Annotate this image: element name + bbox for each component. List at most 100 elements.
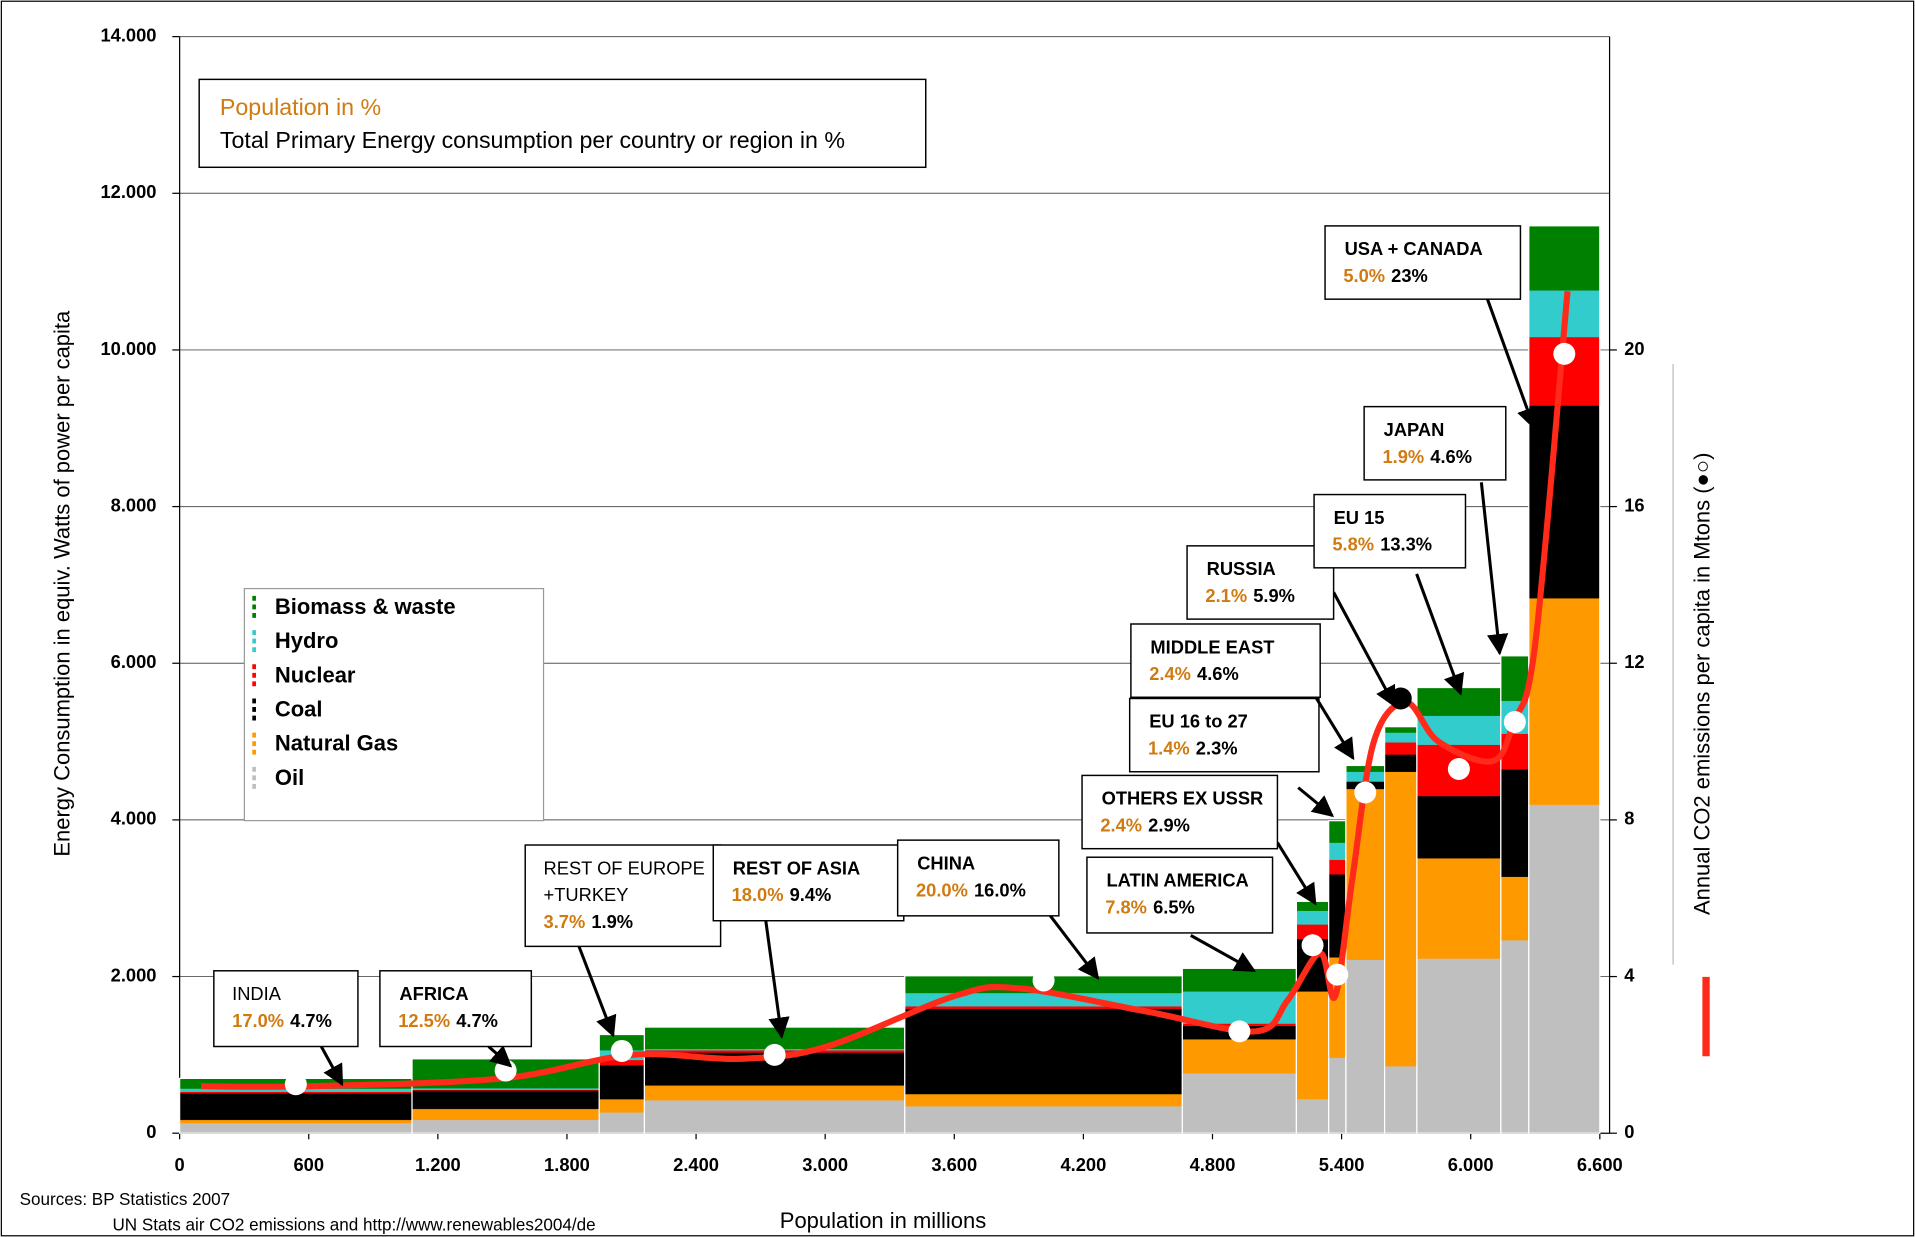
population-share: 5.8% (1332, 534, 1374, 555)
x-tick-label: 3.600 (931, 1154, 977, 1175)
annotation-box (1363, 405, 1507, 481)
x-tick-label: 2.400 (673, 1154, 719, 1175)
bar-segment (411, 1087, 600, 1090)
bar-segment (1296, 991, 1329, 1100)
region-name: CHINA (917, 852, 975, 873)
y2-tick-label: 4 (1624, 964, 1635, 985)
region-name: INDIA (232, 983, 282, 1004)
population-share: 2.1% (1205, 585, 1247, 606)
bar-segment (411, 1119, 600, 1134)
legend-box (243, 587, 545, 822)
header-box (198, 78, 927, 169)
region-annotation: CHINA 20.0% 16.0% (896, 839, 1100, 980)
co2-point (1503, 711, 1526, 733)
annotation-box (896, 839, 1060, 917)
bar-segment (599, 1098, 645, 1113)
y-axis-label: Energy Consumption in equiv. Watts of po… (49, 310, 74, 857)
energy-share: 9.4% (790, 884, 832, 905)
bar-segment (1416, 795, 1502, 859)
energy-share: 4.6% (1430, 446, 1472, 467)
co2-point (1301, 934, 1324, 957)
bar-segment (1384, 726, 1418, 733)
population-share: 12.5% (398, 1010, 450, 1031)
annotation-arrow (1297, 786, 1335, 818)
energy-share: 13.3% (1380, 534, 1432, 555)
region-name: OTHERS EX USSR (1102, 788, 1264, 809)
bar-segment (1328, 859, 1347, 875)
x-tick-label: 0 (175, 1154, 185, 1175)
bar-segment (1384, 1066, 1418, 1134)
region-annotation: MIDDLE EAST 2.4% 4.6% (1130, 623, 1355, 761)
population-share: 1.9% (1382, 446, 1424, 467)
y-tick-label: 12.000 (100, 181, 156, 202)
annotation-arrow (1049, 914, 1100, 980)
population-share: 5.0% (1343, 265, 1385, 286)
x-tick-label: 4.200 (1060, 1154, 1106, 1175)
bar-segment (1328, 842, 1347, 861)
x-tick-label: 600 (293, 1154, 324, 1175)
population-share: 7.8% (1105, 896, 1147, 917)
bar-segment (1528, 225, 1600, 291)
source-line: UN Stats air CO2 emissions and http://ww… (112, 1216, 595, 1235)
x-tick-label: 5.400 (1319, 1154, 1365, 1175)
energy-share: 1.9% (591, 911, 633, 932)
legend-label: Natural Gas (275, 731, 398, 756)
annotation-box (1186, 545, 1335, 620)
y-tick-label: 14.000 (100, 24, 156, 45)
x-tick-label: 6.000 (1448, 1154, 1494, 1175)
annotation-arrow (1189, 934, 1257, 973)
y2-axis-label: Annual CO2 emissions per capita in Mtons… (1689, 453, 1714, 915)
annotation-box (1130, 623, 1321, 698)
annotation-arrow (1415, 573, 1465, 696)
bar-segment (1528, 804, 1600, 1134)
population-share: 2.4% (1149, 663, 1191, 684)
bar-segment (1328, 1057, 1347, 1134)
population-share: 20.0% (916, 879, 968, 900)
energy-share: 4.6% (1197, 663, 1239, 684)
co2-point (610, 1039, 633, 1062)
population-share: 17.0% (232, 1010, 284, 1031)
bar-segment (411, 1090, 600, 1110)
annotation-box (379, 970, 533, 1048)
co2-point (1032, 969, 1055, 992)
energy-share: 16.0% (974, 879, 1026, 900)
region-name: USA + CANADA (1345, 238, 1483, 259)
annotation-arrow (764, 920, 790, 1039)
bar-segment (1296, 1098, 1329, 1134)
energy-share: 6.5% (1153, 896, 1195, 917)
region-name: EU 15 (1334, 507, 1385, 528)
region-annotation: REST OF ASIA 18.0% 9.4% (712, 844, 905, 1039)
x-tick-label: 1.800 (544, 1154, 590, 1175)
overlay: INDIA 17.0% 4.7% AFRICA 12.5% 4.7% REST OF EUR… (201, 225, 1576, 1096)
bar-segment (644, 1100, 905, 1134)
region-annotation: OTHERS EX USSR 2.4% 2.9% (1081, 774, 1317, 906)
annotation-box (1081, 774, 1279, 850)
bar-segment (1416, 858, 1502, 959)
bar-segment (411, 1108, 600, 1121)
region-name: RUSSIA (1207, 558, 1276, 579)
bar-segment (1384, 732, 1418, 743)
region-name: EU 16 to 27 (1149, 711, 1248, 732)
region-name: LATIN AMERICA (1106, 869, 1248, 890)
bar-segment (1528, 598, 1600, 805)
region-annotation: RUSSIA 2.1% 5.9% (1186, 545, 1397, 708)
bar-segment (904, 1008, 1183, 1095)
energy-share: 5.9% (1253, 585, 1295, 606)
y-tick-label: 0 (146, 1121, 156, 1142)
annotation-box (1086, 856, 1274, 934)
co2-point (1553, 342, 1576, 365)
bar-segment (1296, 910, 1329, 925)
annotation-box (1313, 493, 1467, 569)
region-annotation: EU 16 to 27 1.4% 2.3% (1128, 697, 1335, 818)
bar-segment (1345, 959, 1385, 1134)
y2-tick-label: 0 (1624, 1121, 1634, 1142)
annotation-box (1128, 697, 1320, 773)
energy-share: 4.7% (290, 1010, 332, 1031)
bar-segment (179, 1093, 413, 1121)
annotation-box (213, 970, 359, 1048)
region-name: MIDDLE EAST (1150, 636, 1274, 657)
x-tick-label: 3.000 (802, 1154, 848, 1175)
energy-share: 2.3% (1196, 738, 1238, 759)
